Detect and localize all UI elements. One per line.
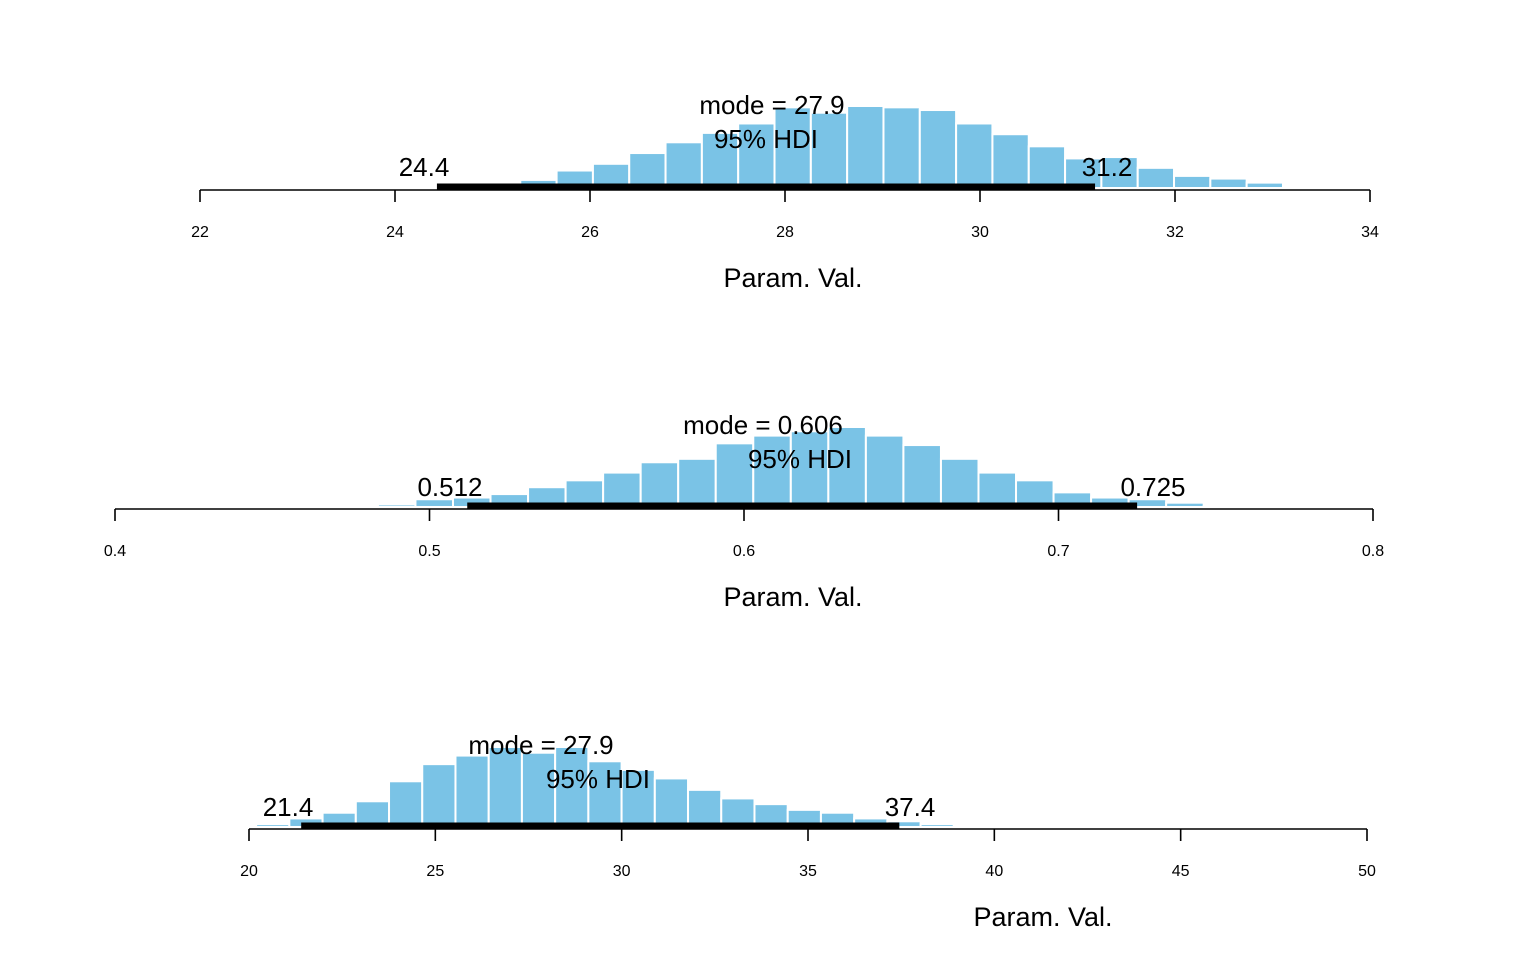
histogram-bar xyxy=(1315,505,1355,508)
histogram-bar xyxy=(846,105,885,189)
histogram-bar xyxy=(421,763,457,829)
histogram-bar xyxy=(602,471,642,509)
x-tick-label: 0.8 xyxy=(1362,543,1384,560)
hdi-label: 95% HDI xyxy=(714,124,818,154)
histogram-bar xyxy=(882,106,921,189)
histogram-bar xyxy=(388,780,424,828)
histogram-bar xyxy=(374,185,413,189)
histogram-bar xyxy=(337,185,377,189)
histogram-bar xyxy=(1202,505,1243,508)
histogram-bar xyxy=(991,133,1030,189)
hdi-upper-bound-label: 37.4 xyxy=(885,792,936,822)
x-tick-label: 30 xyxy=(971,224,989,241)
histogram-bar xyxy=(687,788,723,828)
histogram-bar xyxy=(752,434,792,508)
hdi-upper-bound-label: 31.2 xyxy=(1082,152,1133,182)
histogram-bar xyxy=(1281,185,1321,189)
histogram-bar xyxy=(1165,501,1205,508)
histogram-bar xyxy=(977,471,1018,509)
histogram-bar xyxy=(520,751,557,829)
histogram-bar xyxy=(809,111,849,189)
x-tick-label: 35 xyxy=(799,863,817,880)
x-tick-label: 28 xyxy=(776,224,794,241)
x-tick-label: 25 xyxy=(426,863,444,880)
histogram-bar xyxy=(864,434,905,508)
histogram-bar xyxy=(1277,505,1318,508)
histogram-bar xyxy=(918,109,958,189)
histogram-bar xyxy=(902,444,942,508)
x-tick-label: 20 xyxy=(240,863,258,880)
mode-annotation: mode = 27.9 xyxy=(468,730,613,760)
x-axis-label: Param. Val. xyxy=(973,902,1112,932)
histogram-bar xyxy=(1245,181,1284,190)
histogram-bar xyxy=(653,777,690,829)
x-tick-label: 0.6 xyxy=(733,543,755,560)
mode-annotation: mode = 0.606 xyxy=(683,410,843,440)
histogram-panel-2: 0.4 0.5 0.6 0.7 0.8 Param. Val. mode = 0.606 95… xyxy=(104,410,1384,612)
x-tick-label: 30 xyxy=(613,863,631,880)
x-tick-label: 45 xyxy=(1172,863,1190,880)
histogram-bar xyxy=(628,152,667,189)
histogram-bar xyxy=(737,122,776,189)
x-axis-label: Param. Val. xyxy=(723,263,862,293)
histogram-bar xyxy=(1318,185,1357,189)
histogram-bar xyxy=(939,457,980,508)
histogram-bar xyxy=(639,461,680,509)
histogram-bar xyxy=(1173,174,1212,190)
histogram-bar xyxy=(255,823,291,829)
x-tick-label: 50 xyxy=(1358,863,1376,880)
hdi-lower-bound-label: 24.4 xyxy=(399,152,450,182)
histogram-bar xyxy=(952,824,989,828)
histogram-bar xyxy=(487,746,523,828)
histogram-bar xyxy=(1354,185,1393,189)
hdi-label: 95% HDI xyxy=(546,764,650,794)
x-tick-label: 26 xyxy=(581,224,599,241)
hdi-upper-bound-label: 0.725 xyxy=(1120,472,1185,502)
x-tick-label: 32 xyxy=(1166,224,1184,241)
x-tick-label: 0.4 xyxy=(104,543,126,560)
x-tick-label: 22 xyxy=(191,224,209,241)
x-tick-label: 40 xyxy=(985,863,1003,880)
histogram-bar xyxy=(1240,505,1280,508)
x-tick-label: 24 xyxy=(386,224,404,241)
hdi-label: 95% HDI xyxy=(748,444,852,474)
histogram-panel-1: 22 24 26 28 30 32 34 Param. Val. mode = 27.9 95% … xyxy=(191,90,1393,293)
histogram-bar xyxy=(376,503,417,508)
histogram-bar xyxy=(1027,145,1067,189)
histogram-bar xyxy=(454,754,490,828)
histogram-bar xyxy=(301,185,340,189)
histogram-bar xyxy=(1136,166,1176,189)
histogram-bar xyxy=(677,457,717,508)
mode-annotation: mode = 27.9 xyxy=(699,90,844,120)
histogram-bar xyxy=(955,122,994,189)
x-tick-label: 0.5 xyxy=(418,543,440,560)
hdi-lower-bound-label: 21.4 xyxy=(263,792,314,822)
hdi-lower-bound-label: 0.512 xyxy=(417,472,482,502)
histogram-bar xyxy=(221,824,258,828)
histogram-bar xyxy=(986,825,1022,829)
x-axis-label: Param. Val. xyxy=(723,582,862,612)
x-tick-label: 0.7 xyxy=(1047,543,1069,560)
histogram-bar xyxy=(664,141,703,189)
histogram-bar xyxy=(1064,157,1103,189)
histogram-bar xyxy=(919,823,955,829)
histogram-panel-3: 20 25 30 35 40 45 50 Param. Val. mode = 27.9 95% … xyxy=(221,730,1376,932)
histogram-bar xyxy=(1209,177,1248,189)
x-tick-label: 34 xyxy=(1361,224,1379,241)
